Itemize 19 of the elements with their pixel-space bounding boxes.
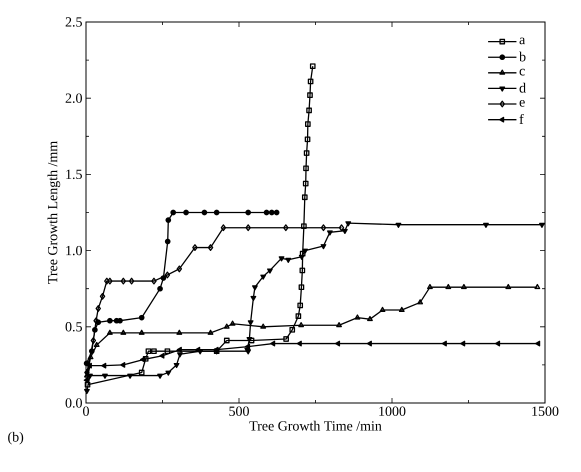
y-tick-label: 0.5 (66, 322, 82, 332)
x-tick-label: 0 (83, 406, 89, 416)
y-tick-label: 2.5 (66, 17, 82, 27)
y-axis-title: Tree Growth Length /mm (48, 141, 60, 284)
x-axis-title: Tree Growth Time /min (249, 420, 382, 431)
y-tick-label: 1.5 (66, 170, 82, 180)
x-tick-label: 1500 (532, 406, 558, 416)
legend-label: e (520, 100, 525, 107)
legend-label: d (520, 82, 526, 93)
legend-label: a (520, 38, 526, 44)
y-tick-label: 1.0 (66, 246, 82, 256)
legend-label: b (519, 52, 526, 62)
legend-label: f (520, 114, 524, 124)
y-tick-label: 0.0 (66, 398, 82, 408)
x-tick-label: 500 (229, 406, 249, 416)
x-tick-label: 1000 (379, 406, 406, 416)
y-tick-label: 2.0 (66, 93, 82, 103)
text: (b) (8, 432, 24, 444)
legend-label: c (520, 68, 525, 76)
